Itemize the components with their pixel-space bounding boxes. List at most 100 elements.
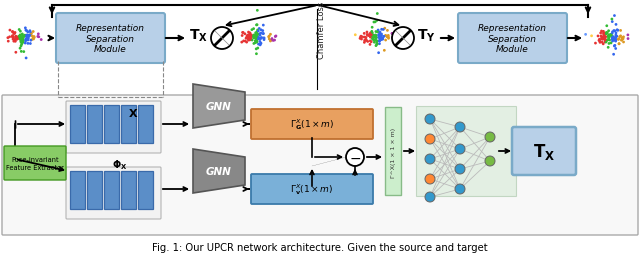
Point	[248, 35, 259, 39]
Point	[21, 57, 31, 61]
Point	[612, 35, 622, 39]
Point	[4, 36, 15, 40]
Point	[371, 30, 381, 35]
Point	[359, 41, 369, 45]
Point	[618, 36, 628, 40]
Point	[251, 39, 261, 43]
Point	[36, 38, 46, 42]
Point	[369, 41, 380, 45]
Point	[252, 29, 262, 33]
Point	[22, 35, 33, 39]
Point	[370, 39, 380, 43]
Point	[243, 39, 253, 43]
Point	[250, 37, 260, 41]
Point	[16, 40, 26, 44]
Point	[366, 41, 376, 45]
Point	[250, 37, 260, 41]
Point	[249, 42, 259, 46]
Point	[367, 32, 378, 36]
Circle shape	[425, 115, 435, 124]
Point	[609, 14, 620, 19]
Point	[376, 35, 386, 39]
Point	[600, 41, 610, 45]
Point	[390, 34, 401, 38]
Point	[239, 40, 249, 44]
Point	[11, 36, 21, 40]
Point	[609, 45, 620, 49]
Point	[361, 37, 371, 41]
Point	[614, 43, 624, 47]
Point	[376, 28, 387, 32]
Point	[4, 29, 15, 33]
Point	[14, 36, 24, 40]
Point	[607, 38, 618, 42]
Point	[243, 34, 253, 38]
Point	[258, 29, 268, 34]
Point	[387, 36, 397, 40]
Point	[254, 33, 264, 37]
Point	[611, 40, 621, 44]
Point	[603, 35, 613, 39]
Point	[250, 33, 260, 37]
Text: Fig. 1: Our UPCR network architecture. Given the source and target: Fig. 1: Our UPCR network architecture. G…	[152, 242, 488, 252]
Text: $\mathbf{X}$: $\mathbf{X}$	[128, 107, 138, 119]
Circle shape	[425, 192, 435, 202]
Point	[28, 30, 38, 34]
Point	[617, 37, 627, 41]
Circle shape	[346, 148, 364, 166]
Point	[601, 41, 611, 45]
Circle shape	[211, 28, 233, 50]
Point	[252, 35, 262, 39]
Point	[14, 28, 24, 33]
Point	[607, 36, 618, 40]
Point	[17, 38, 27, 42]
Point	[23, 38, 33, 42]
Point	[18, 38, 28, 42]
Text: $\mathbf{\Phi_X}$: $\mathbf{\Phi_X}$	[112, 157, 128, 171]
Point	[20, 40, 31, 44]
Point	[252, 24, 262, 28]
Point	[604, 34, 614, 38]
Point	[372, 19, 382, 23]
Point	[600, 36, 611, 40]
Point	[26, 32, 36, 36]
Point	[362, 31, 372, 35]
Point	[381, 39, 391, 43]
Point	[17, 36, 27, 40]
Point	[604, 42, 614, 46]
Point	[12, 37, 22, 41]
Text: GNN: GNN	[206, 102, 232, 112]
Point	[602, 25, 612, 29]
Point	[253, 38, 264, 42]
Point	[604, 36, 614, 40]
Point	[598, 30, 609, 34]
Point	[607, 32, 617, 36]
Point	[240, 33, 250, 37]
Point	[365, 35, 375, 39]
Point	[17, 42, 27, 46]
Point	[250, 40, 260, 44]
Point	[595, 41, 605, 45]
Point	[356, 35, 366, 39]
Text: $\Gamma_{\mathbf{G}}^{X}(1\times m)$: $\Gamma_{\mathbf{G}}^{X}(1\times m)$	[290, 117, 334, 132]
Point	[397, 37, 408, 41]
Point	[29, 35, 39, 39]
Point	[365, 33, 375, 37]
Point	[21, 38, 31, 42]
Point	[374, 36, 384, 40]
Point	[612, 29, 622, 33]
Point	[15, 38, 25, 42]
Text: $\mathbf{T_Y}$: $\mathbf{T_Y}$	[417, 28, 435, 44]
Point	[610, 30, 620, 34]
Point	[382, 36, 392, 40]
Point	[18, 37, 28, 41]
Point	[393, 36, 403, 40]
Point	[264, 35, 275, 39]
Point	[22, 35, 32, 39]
Point	[23, 39, 33, 43]
Point	[248, 34, 259, 38]
Point	[250, 36, 260, 40]
Point	[255, 33, 265, 37]
Point	[17, 43, 27, 47]
Point	[241, 41, 252, 45]
